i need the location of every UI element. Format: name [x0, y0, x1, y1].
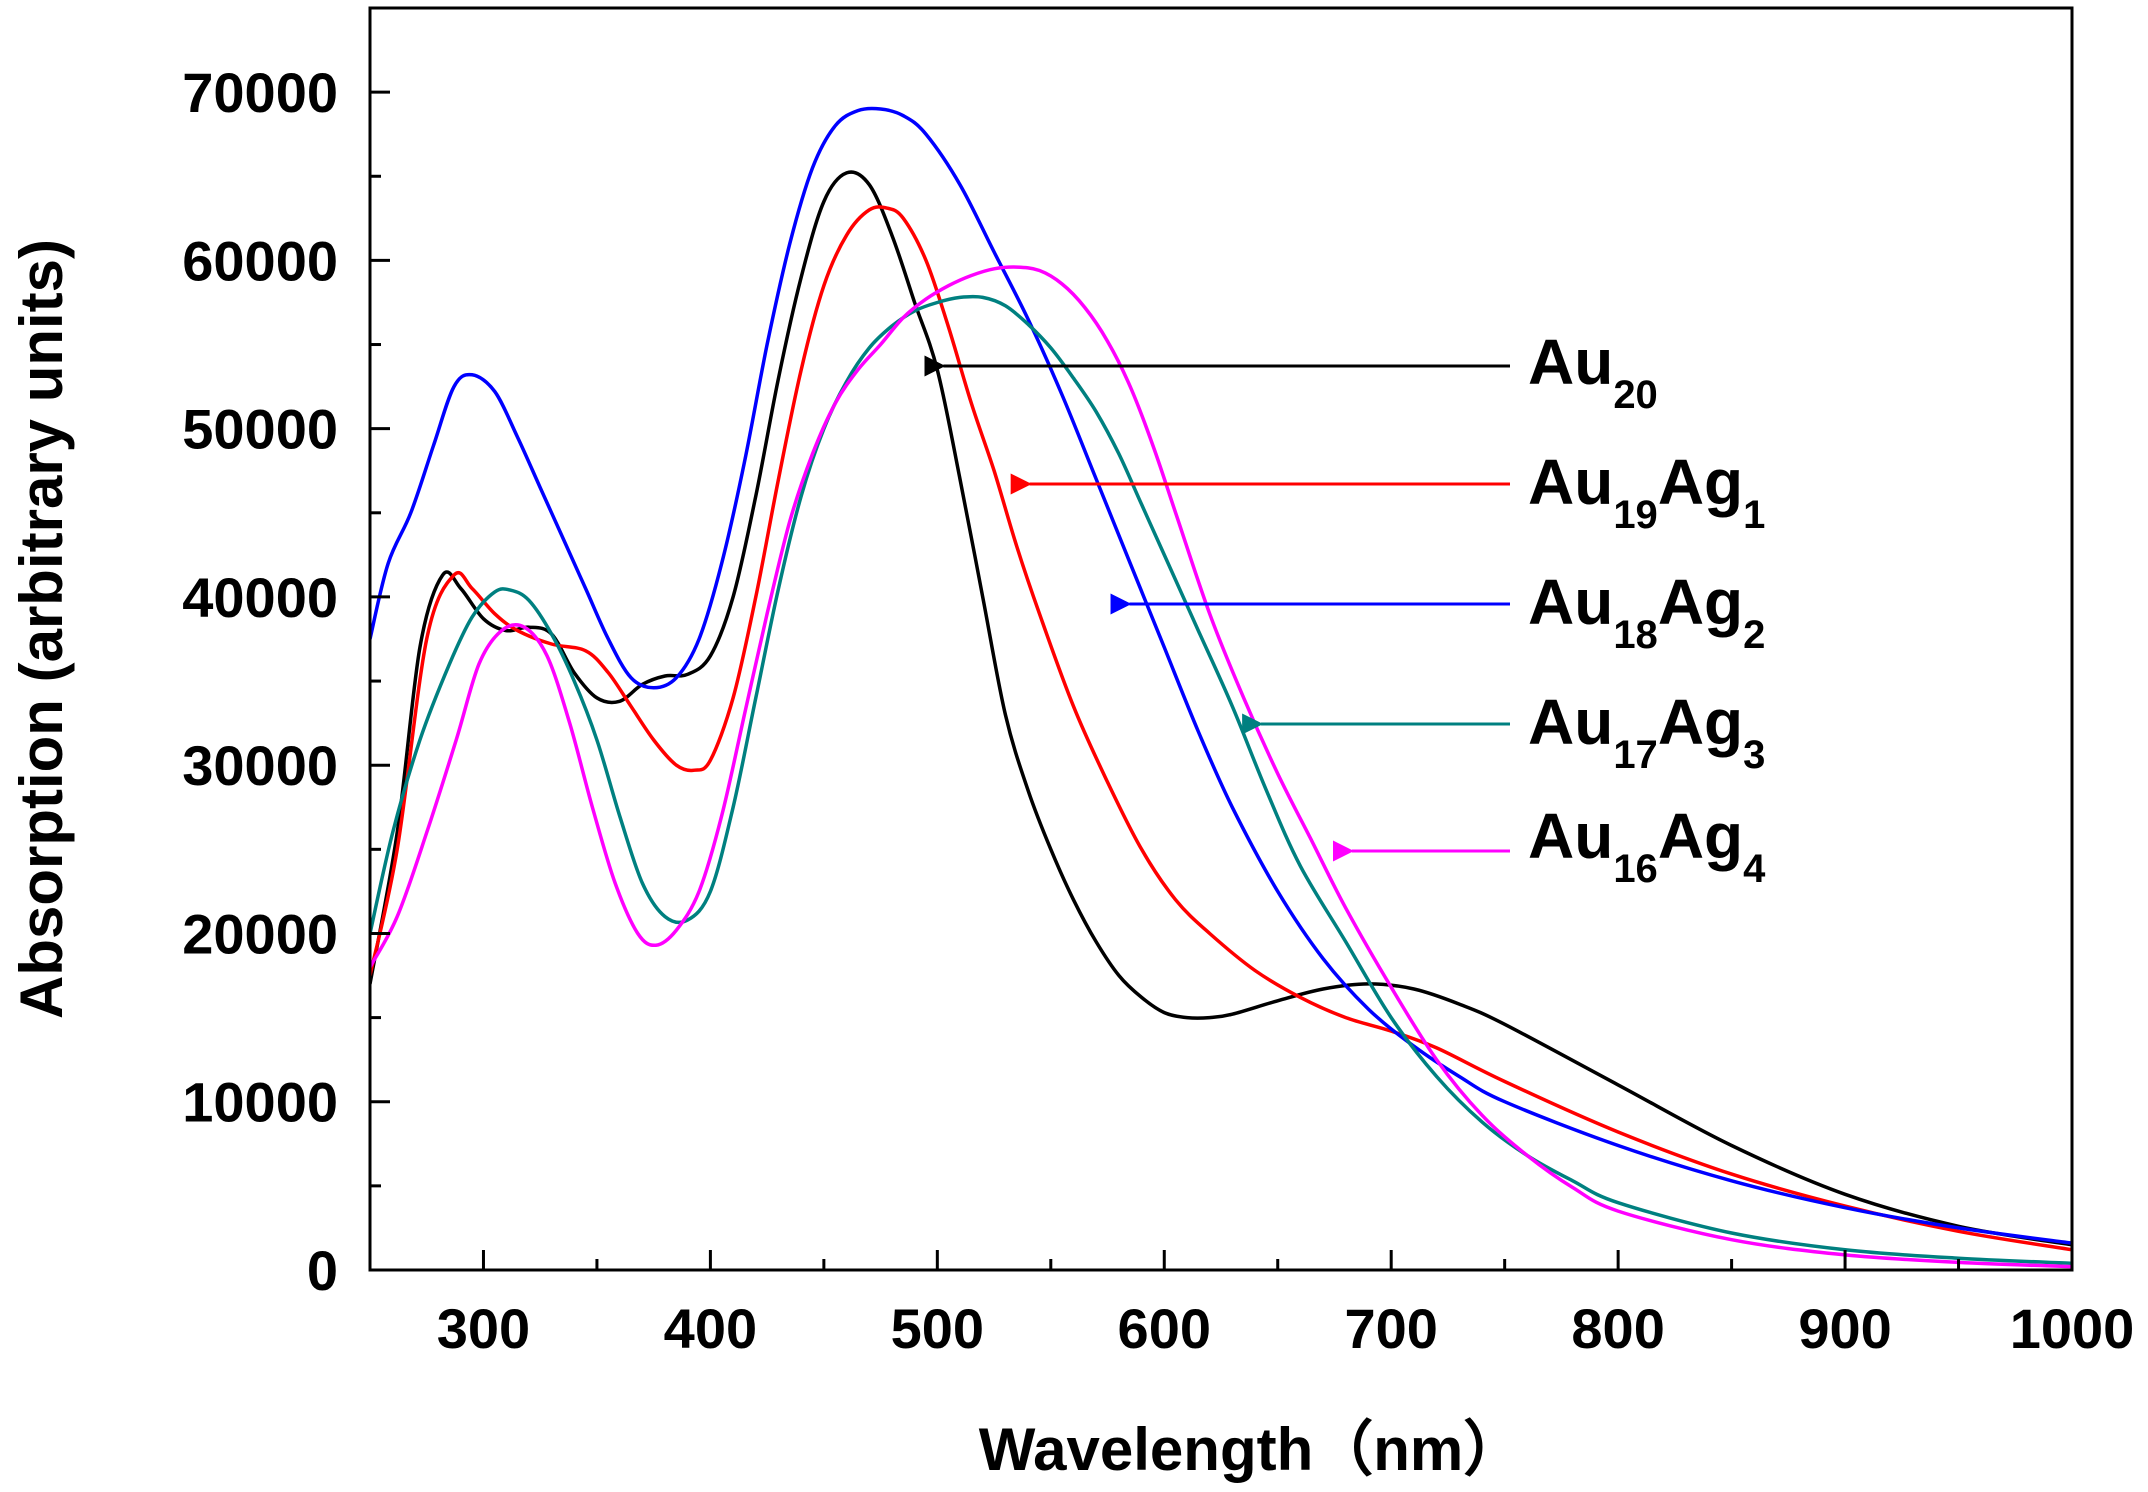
legend-element: Au	[1528, 686, 1613, 758]
y-tick-label: 20000	[182, 902, 338, 965]
legend-subscript: 19	[1613, 493, 1658, 537]
plot-area	[370, 106, 2072, 1269]
y-tick-label: 0	[307, 1239, 338, 1302]
legend-subscript: 4	[1743, 847, 1766, 891]
plot-frame	[368, 6, 2074, 1272]
legend-subscript: 16	[1613, 847, 1658, 891]
y-tick-label: 30000	[182, 734, 338, 797]
legend-label-au19ag1: Au19Ag1	[1528, 446, 1765, 537]
x-axis-title: Wavelength（nm）	[979, 1416, 1523, 1483]
y-tick-label: 40000	[182, 566, 338, 629]
series-line-au18ag2	[370, 106, 2072, 1245]
legend-element: Ag	[1658, 686, 1743, 758]
series-line-au16ag4	[370, 265, 2072, 1269]
y-tick-label: 10000	[182, 1071, 338, 1134]
series-line-au19ag1	[370, 205, 2072, 1252]
legend-element: Ag	[1658, 566, 1743, 638]
y-tick-label: 60000	[182, 229, 338, 292]
legend-subscript: 17	[1613, 733, 1658, 777]
legend-label-au16ag4: Au16Ag4	[1528, 800, 1766, 891]
y-tick-label: 50000	[182, 398, 338, 461]
legend-label-au20: Au20	[1528, 326, 1658, 417]
x-tick-label: 500	[891, 1297, 984, 1360]
series-line-au17ag3	[370, 294, 2072, 1266]
legend-subscript: 1	[1743, 493, 1765, 537]
legend-subscript: 18	[1613, 613, 1658, 657]
x-tick-label: 900	[1798, 1297, 1891, 1360]
y-axis-title: Absorption (arbitrary units)	[8, 239, 75, 1019]
x-tick-label: 300	[437, 1297, 530, 1360]
x-tick-label: 800	[1571, 1297, 1664, 1360]
legend-element: Ag	[1658, 800, 1743, 872]
x-tick-label: 700	[1344, 1297, 1437, 1360]
x-tick-label: 1000	[2010, 1297, 2135, 1360]
legend-element: Au	[1528, 566, 1613, 638]
legend-element: Ag	[1658, 446, 1743, 518]
legend-subscript: 2	[1743, 613, 1765, 657]
y-tick-label: 70000	[182, 61, 338, 124]
x-tick-label: 600	[1118, 1297, 1211, 1360]
legend-element: Au	[1528, 800, 1613, 872]
legend-element: Au	[1528, 446, 1613, 518]
series-line-au20	[370, 170, 2072, 1247]
legend-element: Au	[1528, 326, 1613, 398]
legend-label-au17ag3: Au17Ag3	[1528, 686, 1765, 777]
x-tick-label: 400	[664, 1297, 757, 1360]
axes: 300 400 500 600 700 800 900 1000010000200003000…	[182, 6, 2135, 1360]
legend-label-au18ag2: Au18Ag2	[1528, 566, 1765, 657]
legend-subscript: 3	[1743, 733, 1765, 777]
legend-subscript: 20	[1613, 373, 1658, 417]
